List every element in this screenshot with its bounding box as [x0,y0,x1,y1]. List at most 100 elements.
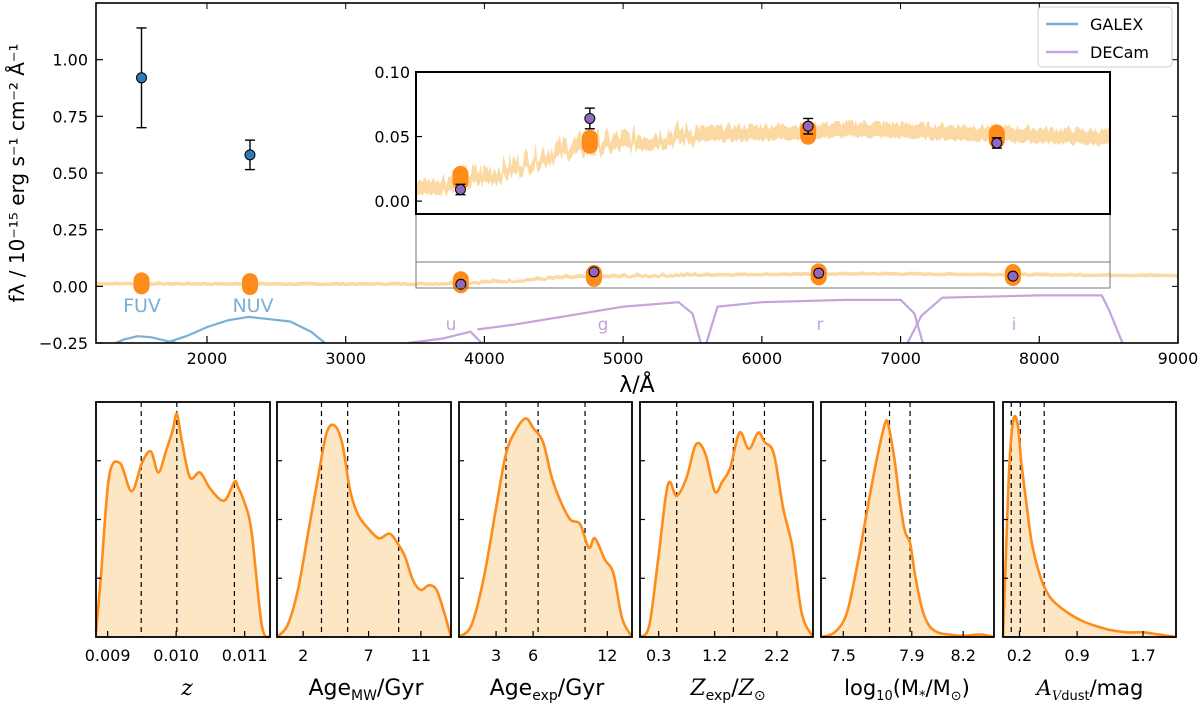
posterior-av-tick-label: 0.9 [1064,646,1089,665]
posterior-z-tick-label: 0.010 [153,646,199,665]
posterior-age-mw-tick-label: 11 [411,646,431,665]
i-filter-curve [906,294,1124,343]
posterior-zexp-tick-label: 2.2 [764,646,789,665]
filter-label-i: i [1012,315,1017,335]
posterior-z-curve [94,412,272,639]
posterior-label-age-mw: AgeMW/Gyr [308,676,424,704]
sed-x-tick-label: 2000 [187,349,228,368]
sed-y-tick-label: −0.25 [39,334,88,353]
posterior-age-mw-panel: 2 7 11 [276,401,453,665]
posterior-age-exp-panel: 3 6 12 [458,401,634,665]
legend: GALEX DECam [1037,6,1173,68]
posterior-label-z: z [180,676,193,701]
galex-point [135,72,147,84]
galex-point [244,149,256,161]
posterior-zexp-curve [638,431,815,639]
inset-model-phot-marker [581,129,598,154]
posterior-age-exp-tick-label: 3 [491,646,501,665]
inset-decam-point [584,112,596,124]
observed-photometry [135,27,1019,290]
posterior-mass-fill [821,420,994,637]
inset-y-tick-label: 0.00 [374,192,410,211]
model-phot-marker [133,272,150,295]
inset-decam-point [454,183,466,195]
legend-label-galex: GALEX [1090,15,1143,34]
model-spectrum-band [96,271,1178,287]
sed-inset-panel: 0.00 0.05 0.10 [374,63,1111,215]
posterior-mass-panel: 7.5 7.9 8.2 [820,401,995,665]
sed-main-axes: 2000 3000 4000 5000 6000 7000 8000 9000 −0.25 0.0… [39,3,1198,368]
sed-y-axis-label: fλ / 10⁻¹⁵ erg s⁻¹ cm⁻² Å⁻¹ [5,44,29,303]
sed-y-tick-label: 1.00 [52,51,88,70]
legend-label-decam: DECam [1090,43,1149,62]
sed-x-tick-label: 6000 [741,349,782,368]
posterior-z-panel: 0.009 0.010 0.011 [85,401,272,665]
model-phot-marker [241,273,258,296]
posterior-age-mw-curve [276,423,453,638]
posterior-label-age-exp: Ageexp/Gyr [490,676,606,704]
posterior-mass-tick-label: 7.9 [899,646,924,665]
sed-y-tick-label: 0.75 [52,107,88,126]
filter-label-g: g [598,315,609,335]
posterior-zexp-fill [640,432,813,637]
posterior-age-exp-tick-label: 12 [597,646,617,665]
posterior-av-curve [1001,414,1177,639]
decam-point [813,267,825,279]
decam-point [455,278,467,290]
posterior-z-tick-label: 0.009 [85,646,131,665]
decam-point [588,266,600,278]
sed-x-tick-label: 8000 [1019,349,1060,368]
posterior-age-exp-curve [458,417,634,639]
filter-label-fuv: FUV [123,295,161,317]
posterior-age-mw-fill [277,424,451,637]
posterior-mass-curve [820,419,995,639]
inset-zoom-region [415,261,1111,289]
sed-y-tick-label: 0.50 [52,164,88,183]
filter-labels: FUV NUV u g r i [123,295,1016,335]
posterior-zexp-panel: 0.3 1.2 2.2 [638,401,815,665]
posterior-mass-tick-label: 7.5 [831,646,856,665]
posterior-z-fill [96,413,270,638]
sed-main-panel: 2000 3000 4000 5000 6000 7000 8000 9000 −0.25 0.0… [5,2,1198,398]
posterior-zexp-tick-label: 0.3 [646,646,671,665]
posterior-label-av: AVdust/mag [1035,676,1144,704]
filter-label-nuv: NUV [232,295,273,317]
posterior-z-tick-label: 0.011 [222,646,268,665]
inset-decam-point [802,120,814,132]
inset-y-tick-label: 0.10 [374,63,410,82]
fuv-filter-curve [114,335,177,343]
r-filter-curve [705,298,924,343]
sed-x-axis-label: λ/Å [619,371,654,398]
posterior-av-fill [1003,416,1176,637]
u-filter-curve [407,330,483,343]
filter-curves [114,294,1124,343]
inset-y-tick-label: 0.05 [374,128,410,147]
posterior-av-tick-label: 0.2 [1007,646,1032,665]
inset-frame [415,71,1111,215]
inset-decam-point [991,137,1003,149]
posterior-panels: 0.009 0.010 0.011 2 7 11 3 6 12 0.3 1.2 2.2 7.5 7.9 8.… [85,401,1177,665]
inset-axes: 0.00 0.05 0.10 [374,63,422,211]
posterior-av-panel: 0.2 0.9 1.7 [1001,401,1177,665]
sed-x-tick-label: 7000 [880,349,921,368]
sed-x-tick-label: 3000 [325,349,366,368]
sed-y-tick-label: 0.00 [52,277,88,296]
posterior-av-tick-label: 1.7 [1130,646,1155,665]
posterior-axis-labels: z AgeMW/Gyr Ageexp/Gyr Zexp/Z⊙ log10(M*/… [180,676,1143,704]
posterior-label-zexp: Zexp/Z⊙ [689,676,765,704]
filter-label-r: r [817,315,824,335]
filter-label-u: u [446,315,457,335]
inset-observed-photometry [454,107,1003,196]
sed-x-tick-label: 5000 [603,349,644,368]
posterior-age-exp-tick-label: 6 [528,646,538,665]
g-filter-curve [477,301,702,343]
posterior-age-mw-tick-label: 7 [363,646,373,665]
sed-y-tick-label: 0.25 [52,221,88,240]
nuv-filter-curve [165,315,326,343]
model-spectrum-band-path [96,271,1178,287]
posterior-zexp-tick-label: 1.2 [702,646,727,665]
posterior-label-mass: log10(M*/M⊙) [844,676,970,704]
sed-x-tick-label: 4000 [464,349,505,368]
decam-point [1007,270,1019,282]
